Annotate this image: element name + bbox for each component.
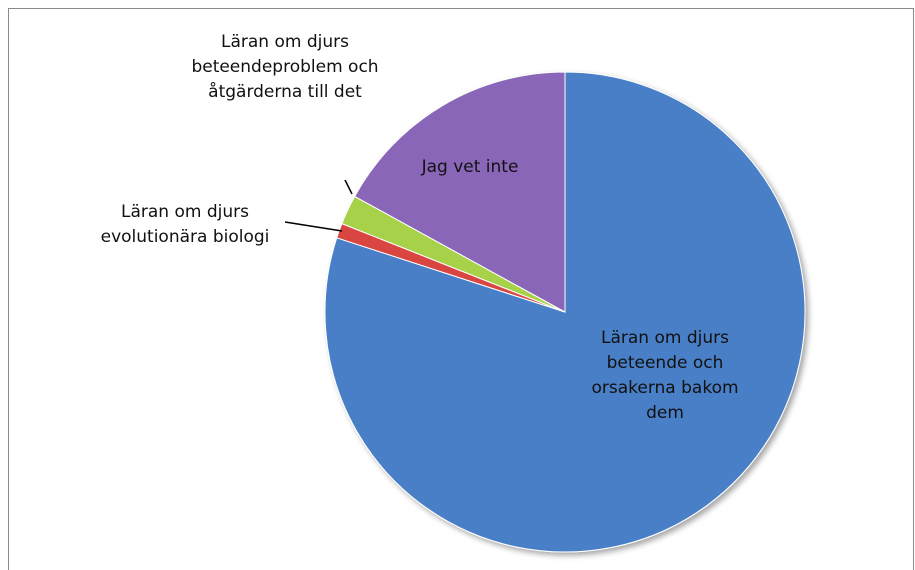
- slice-label: Jag vet inte: [421, 157, 519, 177]
- leader-line: [344, 179, 353, 195]
- pie-slice: [354, 71, 566, 313]
- slice-label: Läran om djurs evolutionära biologi: [100, 202, 270, 247]
- pie: [324, 71, 806, 553]
- slice-label: Läran om djurs beteende och orsakerna ba…: [591, 328, 739, 423]
- pie-slice: [324, 71, 806, 553]
- frame: [8, 8, 914, 570]
- leader-line: [284, 221, 343, 232]
- slice-label: Läran om djurs beteendeprob­lem och åtgä…: [191, 32, 379, 102]
